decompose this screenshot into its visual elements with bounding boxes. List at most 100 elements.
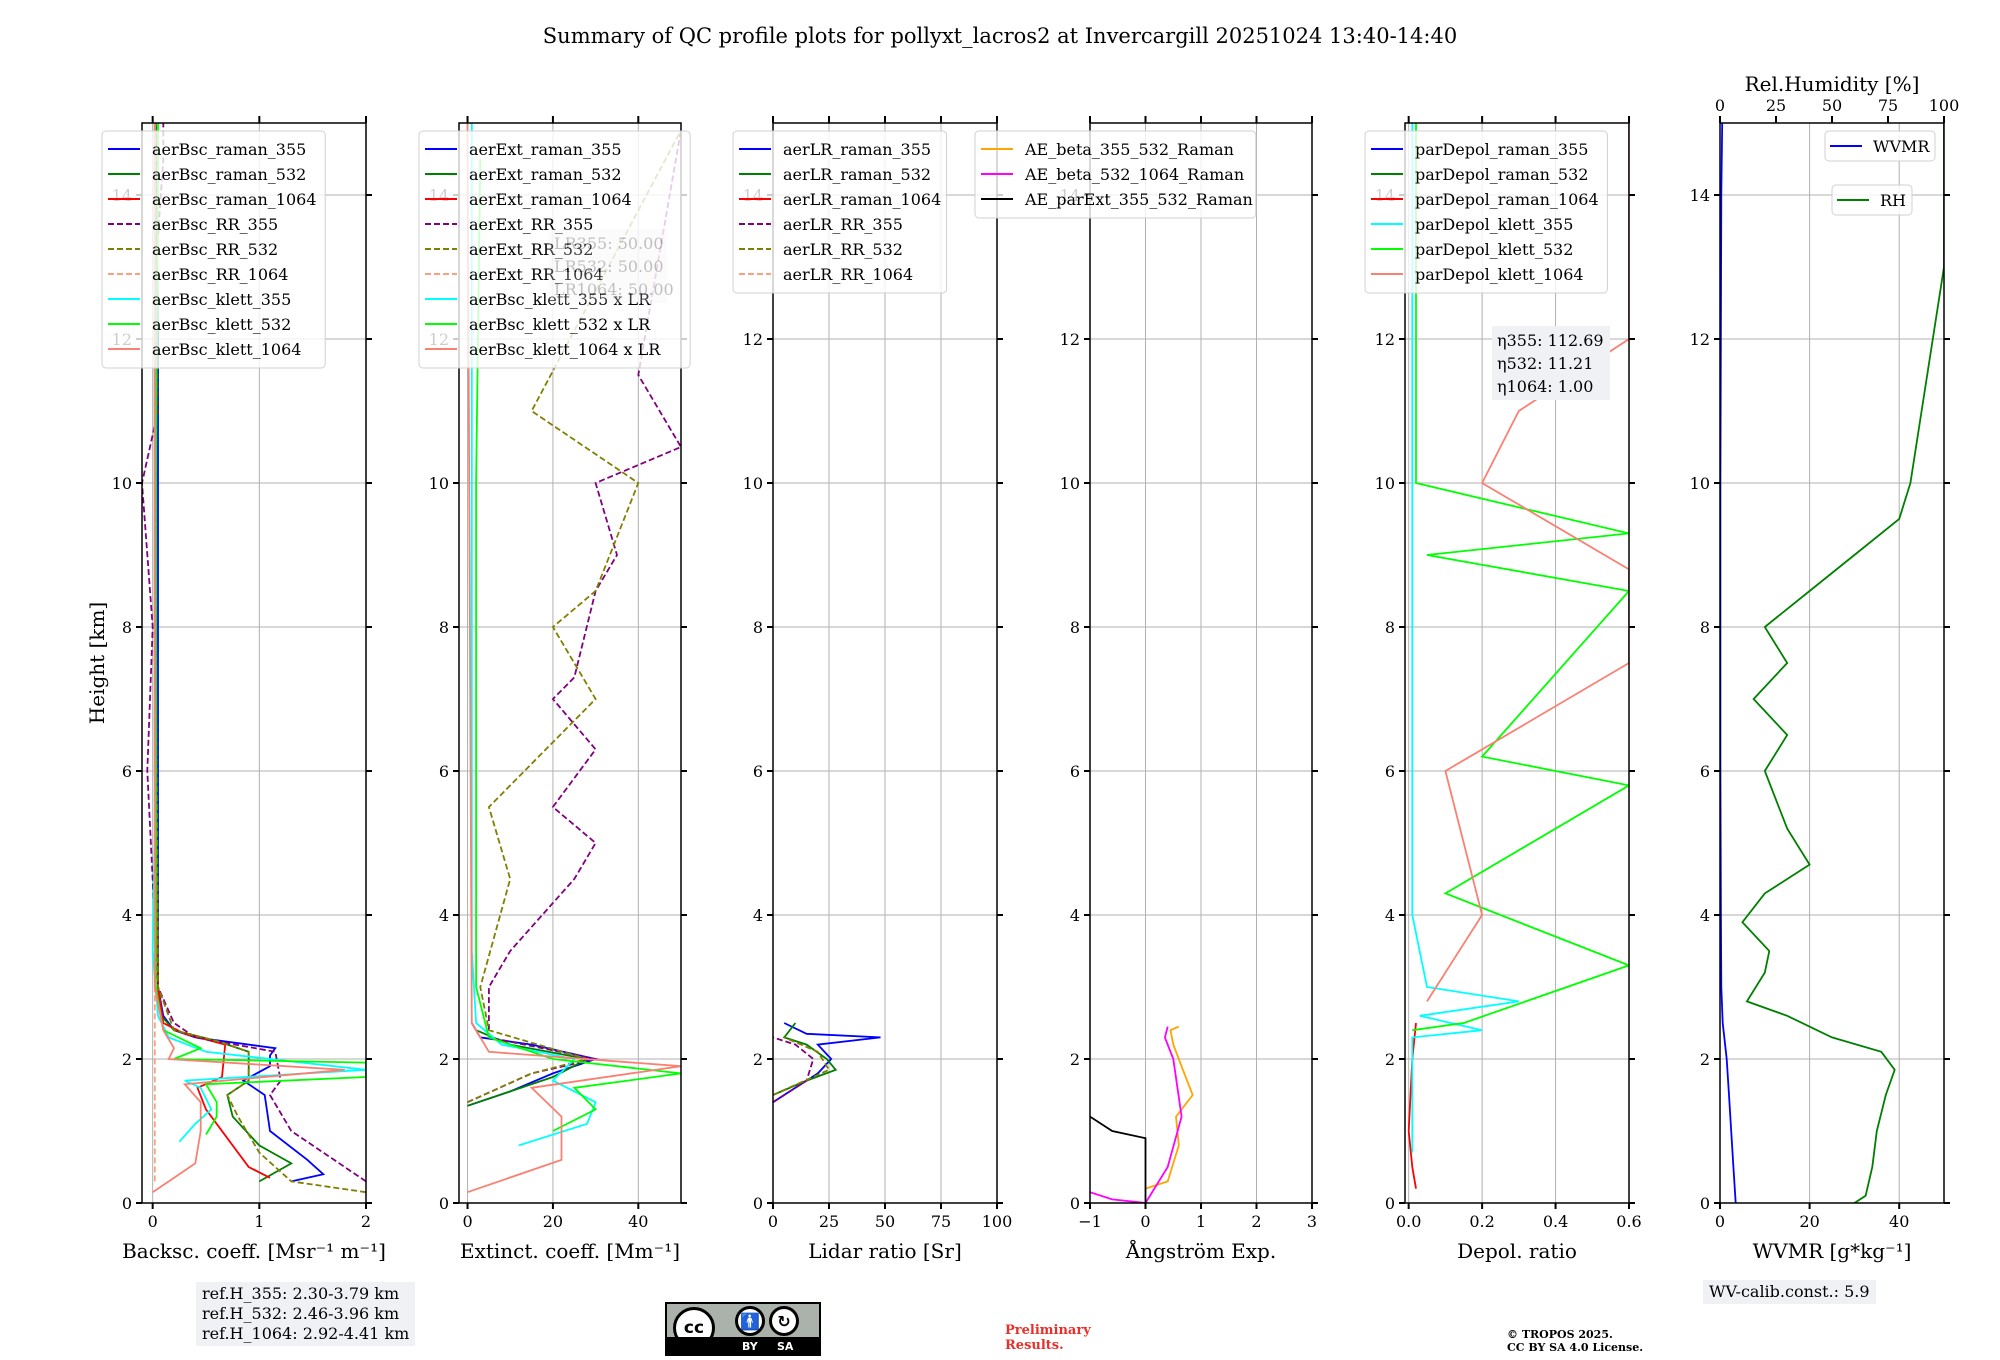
legend-label: aerExt_RR_355: [469, 215, 593, 234]
series-line-pardepol-klett-1064: [1426, 123, 1629, 1002]
annotation-bg: [549, 229, 667, 303]
top-tick-label: 75: [1878, 96, 1898, 115]
legend-label: aerLR_RR_355: [783, 215, 903, 234]
legend-label: aerExt_RR_532: [469, 240, 593, 259]
attribution-icon: 🚹: [735, 1306, 765, 1336]
legend-label: aerExt_raman_1064: [469, 190, 632, 209]
x-tick-label: 50: [875, 1212, 895, 1231]
sa-label: SA: [777, 1340, 794, 1353]
preliminary-line-2: Results.: [1005, 1338, 1064, 1353]
legend-box: [732, 130, 948, 294]
y-tick-label: 0: [1385, 1194, 1395, 1213]
axes-frame: [458, 122, 682, 1204]
y-tick-label: 6: [1070, 762, 1080, 781]
legend-label: AE_beta_355_532_Raman: [1024, 140, 1234, 159]
series-line-aerlr-rr-532: [773, 1036, 831, 1096]
x-tick-label: 1: [254, 1212, 264, 1231]
x-axis-label: Backsc. coeff. [Msr⁻¹ m⁻¹]: [122, 1239, 386, 1263]
y-axis-label: Height [km]: [85, 602, 109, 724]
y-tick-label: 4: [1385, 906, 1395, 925]
legend: aerBsc_raman_355 aerBsc_raman_532 aerBsc_r…: [101, 130, 326, 369]
y-tick-label: 8: [122, 618, 132, 637]
y-tick-label: 8: [1385, 618, 1395, 637]
annotation-line: LR355: 50.00: [554, 234, 664, 253]
x-tick-label: 0: [768, 1212, 778, 1231]
cc-license-badge: cc 🚹 ↻ BY SA: [665, 1302, 821, 1356]
y-tick-label: 2: [1700, 1050, 1710, 1069]
legend-box: [1831, 184, 1913, 216]
y-tick-label: 8: [753, 618, 763, 637]
series-line-wvmr: [1720, 123, 1737, 1203]
axes-frame: [141, 122, 367, 1204]
legend: aerLR_raman_355 aerLR_raman_532 aerLR_rama…: [732, 130, 948, 294]
copyright-line-2: CC BY SA 4.0 License.: [1507, 1341, 1644, 1354]
panel-lidar_ratio: 025507510002468101214Lidar ratio [Sr]aer…: [732, 116, 1013, 1263]
panel-angstrom: −1012302468101214Ångström Exp.AE_beta_35…: [974, 116, 1318, 1263]
legend-label: parDepol_klett_1064: [1415, 265, 1584, 284]
series-line-aerbsc-rr-532: [155, 123, 366, 1194]
y-tick-label: 0: [439, 1194, 449, 1213]
y-tick-label: 6: [753, 762, 763, 781]
legend-label: aerBsc_klett_1064: [152, 340, 301, 359]
x-axis-label: Ångström Exp.: [1125, 1238, 1276, 1263]
series-group: [142, 123, 366, 1194]
series-line-ae-parext-355-532-raman: [1090, 1115, 1147, 1203]
y-tick-label: 12: [743, 330, 763, 349]
y-tick-label: 6: [439, 762, 449, 781]
legend-box: [1824, 130, 1936, 162]
legend-label: aerBsc_raman_532: [152, 165, 306, 184]
y-tick-label: 4: [1070, 906, 1080, 925]
legend-label: parDepol_klett_355: [1415, 215, 1573, 234]
panel-depolarization: 0.00.20.40.602468101214Depol. ratioparDe…: [1364, 116, 1642, 1263]
preliminary-line-1: Preliminary: [1005, 1323, 1091, 1338]
annotation-bg: [1492, 326, 1610, 400]
y-tick-label: 6: [1385, 762, 1395, 781]
legend-label: RH: [1880, 191, 1906, 210]
series-line-aerbsc-raman-355: [155, 123, 326, 1183]
y-tick-label: 8: [1070, 618, 1080, 637]
series-line-pardepol-raman-1064: [1407, 1022, 1417, 1189]
series-line-aerlr-rr-355: [773, 1036, 815, 1103]
preliminary-results-note: Preliminary Results.: [1005, 1323, 1091, 1353]
annotation-line: η355: 112.69: [1497, 331, 1604, 350]
y-tick-label: 6: [122, 762, 132, 781]
x-axis-label: WVMR [g*kg⁻¹]: [1753, 1239, 1912, 1263]
top-tick-label: 100: [1929, 96, 1960, 115]
x-tick-label: 2: [1251, 1212, 1261, 1231]
y-tick-label: 10: [1375, 474, 1395, 493]
legend-label: WVMR: [1873, 137, 1930, 156]
ref-height-1064: ref.H_1064: 2.92-4.41 km: [202, 1324, 410, 1343]
x-tick-label: 3: [1307, 1212, 1317, 1231]
series-line-aerbsc-klett-532-x-lr: [475, 158, 681, 1132]
x-tick-label: 2: [361, 1212, 371, 1231]
panel-backscatter: 01202468101214Backsc. coeff. [Msr⁻¹ m⁻¹]…: [101, 116, 386, 1263]
ref-height-355: ref.H_355: 2.30-3.79 km: [202, 1284, 400, 1303]
top-tick-label: 0: [1715, 96, 1725, 115]
x-tick-label: 0.0: [1396, 1212, 1421, 1231]
x-axis-label: Lidar ratio [Sr]: [808, 1239, 962, 1263]
y-tick-label: 14: [1690, 186, 1710, 205]
x-axis-label: Extinct. coeff. [Mm⁻¹]: [460, 1239, 680, 1263]
legend-box: [1364, 130, 1608, 294]
y-tick-label: 2: [439, 1050, 449, 1069]
legend-label: AE_parExt_355_532_Raman: [1024, 190, 1253, 209]
series-line-ae-beta-355-532-raman: [1145, 1025, 1194, 1190]
top-tick-label: 50: [1822, 96, 1842, 115]
y-tick-label: 10: [112, 474, 132, 493]
legend-label: aerLR_RR_532: [783, 240, 903, 259]
legend: AE_beta_355_532_Raman AE_beta_532_1064_Ra…: [974, 130, 1257, 219]
series-line-rh: [1741, 123, 1944, 1203]
legend-box: [974, 130, 1257, 219]
x-tick-label: 0: [148, 1212, 158, 1231]
legend-label: parDepol_raman_1064: [1415, 190, 1599, 209]
top-axis-label: Rel.Humidity [%]: [1745, 72, 1920, 96]
legend-label: aerExt_RR_1064: [469, 265, 604, 284]
y-tick-label: 2: [1385, 1050, 1395, 1069]
legend-label: aerExt_raman_532: [469, 165, 622, 184]
legend-label: parDepol_raman_355: [1415, 140, 1588, 159]
x-tick-label: 100: [982, 1212, 1013, 1231]
copyright-note: © TROPOS 2025. CC BY SA 4.0 License.: [1507, 1328, 1643, 1354]
series-line-pardepol-klett-355: [1411, 123, 1519, 1153]
x-tick-label: 0: [462, 1212, 472, 1231]
